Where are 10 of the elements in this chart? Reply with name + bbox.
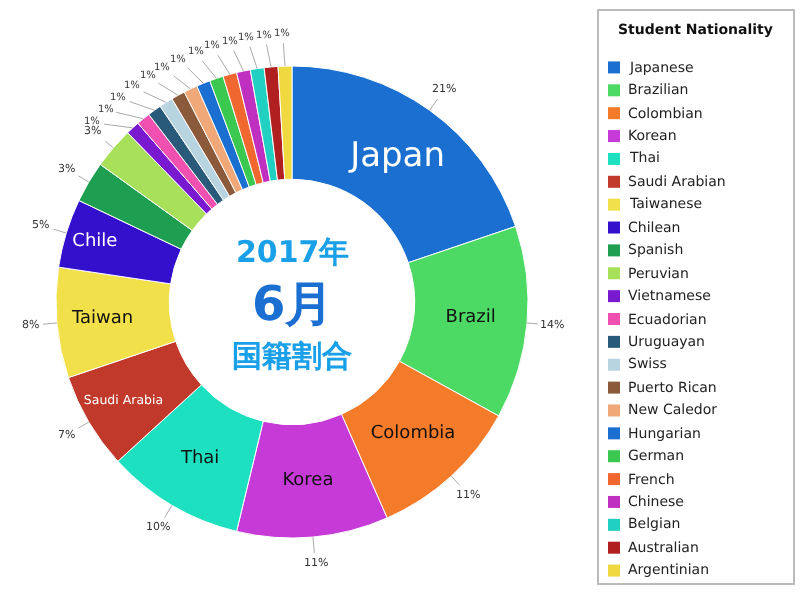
text: Chile [72,231,118,252]
text: 2017年 [236,234,350,270]
text: Japan [350,136,445,177]
text: Taiwan [72,308,134,329]
text: Colombia [370,424,456,445]
text: Brazil [445,307,496,328]
text: Korea [282,470,334,491]
text: 6月 [252,276,334,332]
slice-label: Thai [178,449,220,470]
text: 国籍割合 [232,338,352,374]
